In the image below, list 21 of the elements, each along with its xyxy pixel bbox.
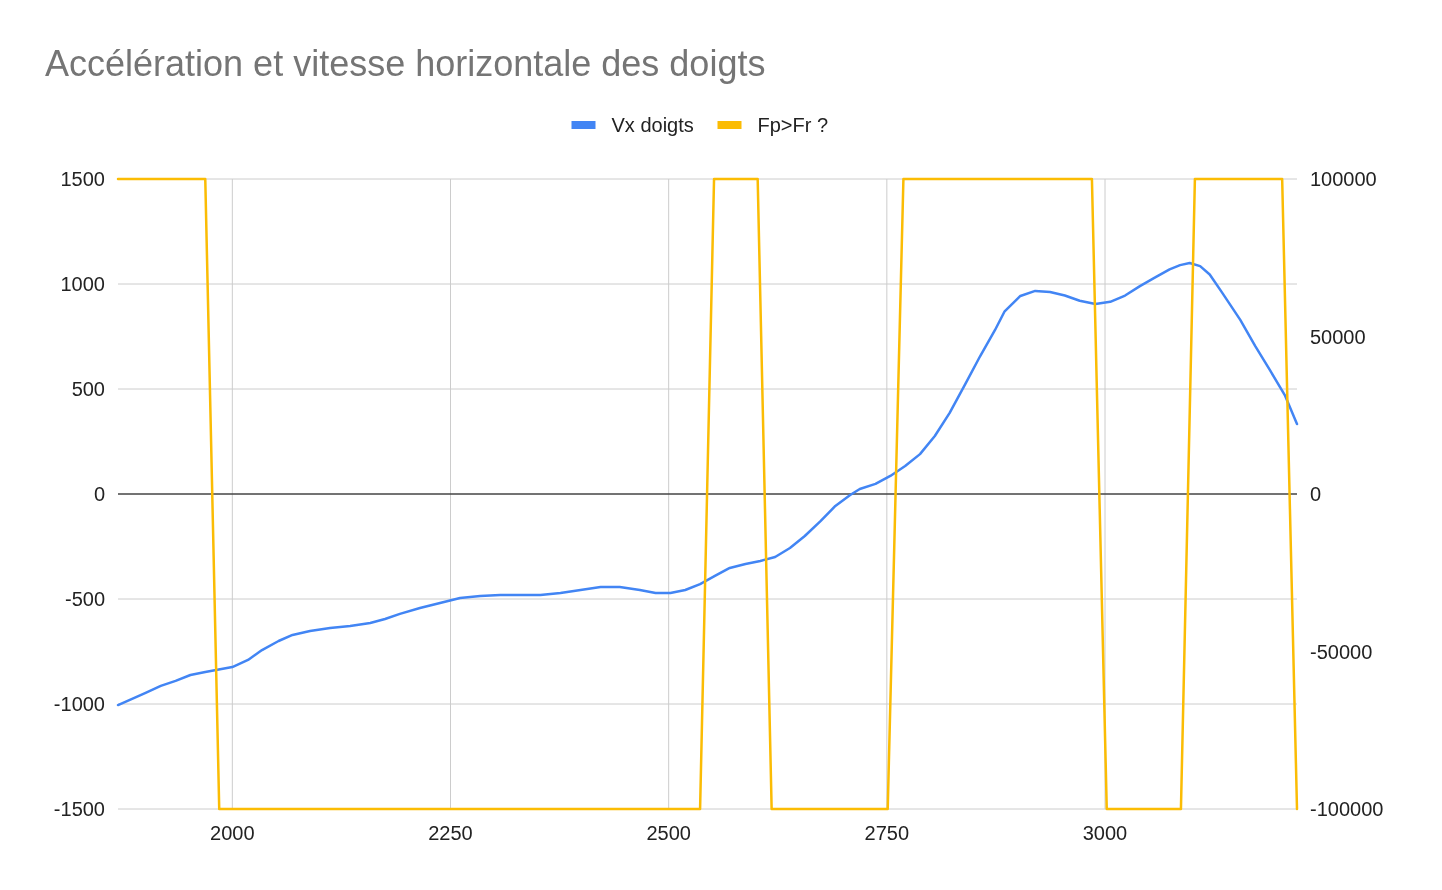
- y2-tick-label: 0: [1310, 483, 1322, 505]
- legend-label: Fp>Fr ?: [757, 114, 829, 136]
- y2-tick-label: -100000: [1310, 798, 1384, 820]
- x-tick-label: 2250: [428, 822, 473, 844]
- y-tick-label: -1000: [53, 693, 105, 715]
- y2-tick-label: -50000: [1310, 640, 1373, 663]
- chart-title: Accélération et vitesse horizontale des doigts: [45, 43, 766, 84]
- y2-tick-label: 50000: [1310, 325, 1366, 348]
- x-tick-label: 2500: [646, 822, 691, 844]
- y-tick-label: -500: [64, 588, 105, 610]
- line-series: [116, 261, 1299, 707]
- legend-label: Vx doigts: [611, 114, 694, 136]
- x-tick-label: 3000: [1082, 822, 1128, 844]
- y-tick-label: -1500: [53, 798, 105, 820]
- x-tick-label: 2000: [210, 822, 255, 844]
- y-tick-label: 1000: [60, 273, 105, 295]
- y2-tick-label: 100000: [1310, 168, 1377, 190]
- y-tick-label: 0: [93, 483, 105, 505]
- x-tick-label: 2750: [864, 822, 910, 844]
- y-tick-label: 500: [71, 378, 105, 400]
- y-tick-label: 1500: [60, 168, 105, 190]
